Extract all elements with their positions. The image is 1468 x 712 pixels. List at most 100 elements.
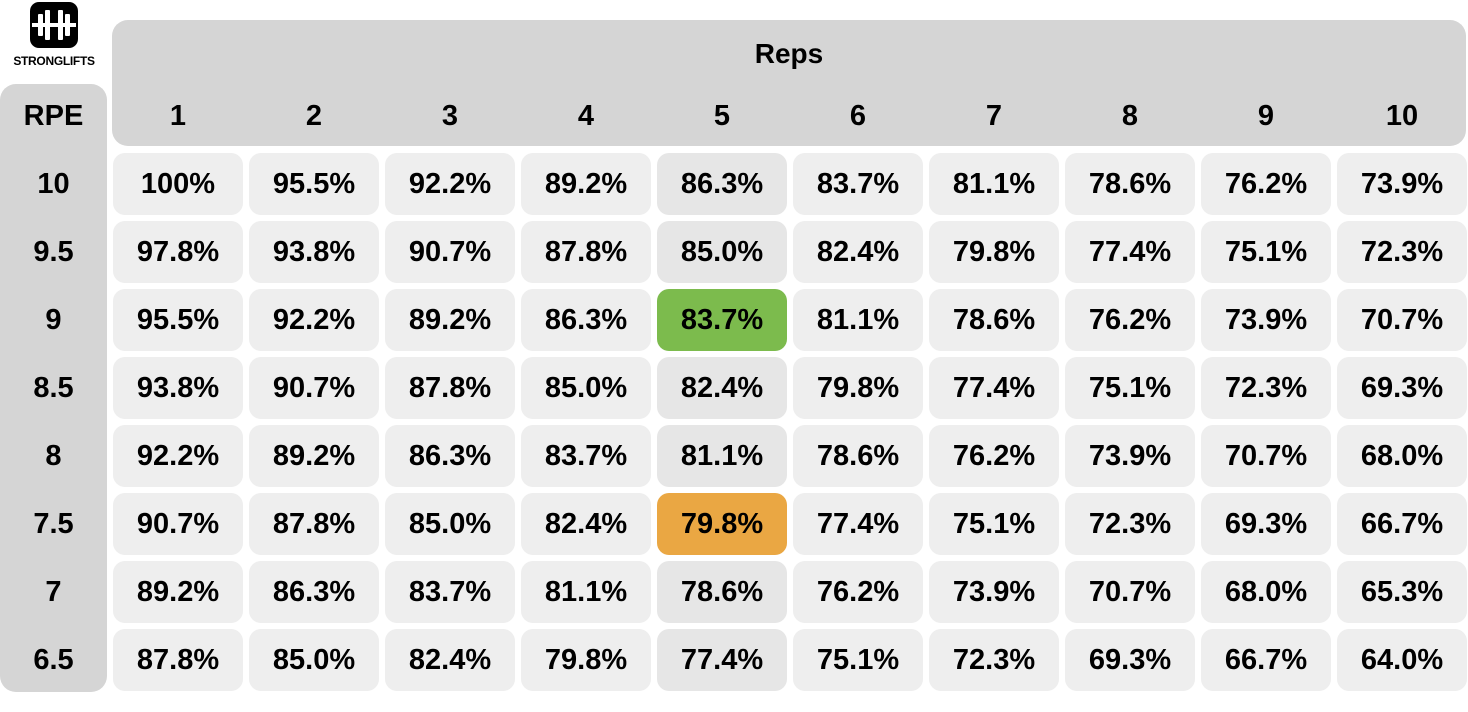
percent-cell-rpe-8.5-reps-3: 87.8% <box>385 357 515 419</box>
percent-cell-rpe-9.5-reps-10: 72.3% <box>1337 221 1467 283</box>
percent-cell-rpe-9-reps-6: 81.1% <box>793 289 923 351</box>
percent-cell-rpe-9-reps-1: 95.5% <box>113 289 243 351</box>
percent-cell-rpe-9-reps-7: 78.6% <box>929 289 1059 351</box>
rep-header-2: 2 <box>305 100 323 132</box>
percent-cell-rpe-8.5-reps-8: 75.1% <box>1065 357 1195 419</box>
percent-cell-rpe-7.5-reps-3: 85.0% <box>385 493 515 555</box>
percent-cell-rpe-10-reps-8: 78.6% <box>1065 153 1195 215</box>
percent-cell-rpe-9.5-reps-9: 75.1% <box>1201 221 1331 283</box>
percent-cell-rpe-10-reps-4: 89.2% <box>521 153 651 215</box>
percent-cell-rpe-8-reps-5: 81.1% <box>657 425 787 487</box>
percent-cell-rpe-6.5-reps-8: 69.3% <box>1065 629 1195 691</box>
percent-cell-rpe-8-reps-7: 76.2% <box>929 425 1059 487</box>
percent-cell-rpe-7.5-reps-6: 77.4% <box>793 493 923 555</box>
percent-cell-rpe-9.5-reps-5: 85.0% <box>657 221 787 283</box>
percent-cell-rpe-9.5-reps-6: 82.4% <box>793 221 923 283</box>
percent-cell-rpe-7-reps-1: 89.2% <box>113 561 243 623</box>
rep-header-5: 5 <box>713 100 731 132</box>
rpe-label-9: 9 <box>45 304 62 336</box>
percent-cell-rpe-6.5-reps-9: 66.7% <box>1201 629 1331 691</box>
percent-cell-rpe-8.5-reps-7: 77.4% <box>929 357 1059 419</box>
percent-cell-rpe-7-reps-8: 70.7% <box>1065 561 1195 623</box>
percent-cell-rpe-6.5-reps-7: 72.3% <box>929 629 1059 691</box>
percent-cell-rpe-8-reps-9: 70.7% <box>1201 425 1331 487</box>
percent-cell-rpe-10-reps-3: 92.2% <box>385 153 515 215</box>
percent-cell-rpe-8.5-reps-4: 85.0% <box>521 357 651 419</box>
percent-cell-rpe-9.5-reps-3: 90.7% <box>385 221 515 283</box>
percent-cell-rpe-9-reps-10: 70.7% <box>1337 289 1467 351</box>
percent-cell-rpe-10-reps-10: 73.9% <box>1337 153 1467 215</box>
rpe-column: RPE 10 9.5 9 8.5 8 7.5 7 6.5 <box>0 84 107 692</box>
rep-header-6: 6 <box>849 100 867 132</box>
percent-cell-rpe-8-reps-8: 73.9% <box>1065 425 1195 487</box>
rpe-title: RPE <box>23 100 84 132</box>
percent-cell-rpe-9-reps-2: 92.2% <box>249 289 379 351</box>
percent-cell-rpe-7-reps-2: 86.3% <box>249 561 379 623</box>
percent-cell-rpe-7.5-reps-10: 66.7% <box>1337 493 1467 555</box>
percent-cell-rpe-8-reps-1: 92.2% <box>113 425 243 487</box>
percent-cell-rpe-9.5-reps-7: 79.8% <box>929 221 1059 283</box>
percent-cell-rpe-9.5-reps-1: 97.8% <box>113 221 243 283</box>
percent-cell-rpe-7-reps-10: 65.3% <box>1337 561 1467 623</box>
percent-cell-rpe-7-reps-3: 83.7% <box>385 561 515 623</box>
percent-cell-rpe-8.5-reps-6: 79.8% <box>793 357 923 419</box>
percent-cell-rpe-7-reps-7: 73.9% <box>929 561 1059 623</box>
percent-cell-rpe-8-reps-10: 68.0% <box>1337 425 1467 487</box>
rep-header-8: 8 <box>1121 100 1139 132</box>
percent-cell-rpe-8.5-reps-2: 90.7% <box>249 357 379 419</box>
percent-cell-rpe-7.5-reps-5: 79.8% <box>657 493 787 555</box>
percent-cell-rpe-9-reps-5: 83.7% <box>657 289 787 351</box>
percent-cell-rpe-9.5-reps-2: 93.8% <box>249 221 379 283</box>
percent-cell-rpe-6.5-reps-6: 75.1% <box>793 629 923 691</box>
percent-cell-rpe-7.5-reps-7: 75.1% <box>929 493 1059 555</box>
rep-header-3: 3 <box>441 100 459 132</box>
percent-cell-rpe-7.5-reps-8: 72.3% <box>1065 493 1195 555</box>
rpe-label-7.5: 7.5 <box>33 508 74 540</box>
percent-cell-rpe-9-reps-4: 86.3% <box>521 289 651 351</box>
percent-cell-rpe-9.5-reps-4: 87.8% <box>521 221 651 283</box>
percent-cell-rpe-7.5-reps-4: 82.4% <box>521 493 651 555</box>
percent-cell-rpe-7.5-reps-2: 87.8% <box>249 493 379 555</box>
reps-header: Reps 1 2 3 4 5 6 7 8 9 10 <box>112 20 1466 146</box>
percent-cell-rpe-7.5-reps-9: 69.3% <box>1201 493 1331 555</box>
percent-cell-rpe-9.5-reps-8: 77.4% <box>1065 221 1195 283</box>
percent-cell-rpe-8.5-reps-10: 69.3% <box>1337 357 1467 419</box>
percent-cell-rpe-7.5-reps-1: 90.7% <box>113 493 243 555</box>
rep-header-10: 10 <box>1385 100 1419 132</box>
percent-cell-rpe-6.5-reps-5: 77.4% <box>657 629 787 691</box>
percent-cell-rpe-8.5-reps-5: 82.4% <box>657 357 787 419</box>
rep-header-1: 1 <box>169 100 187 132</box>
percent-cell-rpe-10-reps-9: 76.2% <box>1201 153 1331 215</box>
rep-header-7: 7 <box>985 100 1003 132</box>
rpe-label-10: 10 <box>37 168 70 200</box>
percent-cell-rpe-9-reps-8: 76.2% <box>1065 289 1195 351</box>
percent-cell-rpe-10-reps-5: 86.3% <box>657 153 787 215</box>
percent-cell-rpe-6.5-reps-3: 82.4% <box>385 629 515 691</box>
percent-cell-rpe-8-reps-4: 83.7% <box>521 425 651 487</box>
percent-cell-rpe-6.5-reps-4: 79.8% <box>521 629 651 691</box>
percent-cell-rpe-8-reps-3: 86.3% <box>385 425 515 487</box>
rpe-label-8: 8 <box>45 440 62 472</box>
percent-cell-rpe-9-reps-3: 89.2% <box>385 289 515 351</box>
percent-cell-rpe-7-reps-5: 78.6% <box>657 561 787 623</box>
brand-name: STRONGLIFTS <box>13 54 95 68</box>
rpe-label-8.5: 8.5 <box>33 372 74 404</box>
rpe-label-6.5: 6.5 <box>33 644 74 676</box>
percent-cell-rpe-9-reps-9: 73.9% <box>1201 289 1331 351</box>
percent-cell-rpe-8.5-reps-1: 93.8% <box>113 357 243 419</box>
percent-cell-rpe-8-reps-6: 78.6% <box>793 425 923 487</box>
percent-cell-rpe-10-reps-1: 100% <box>113 153 243 215</box>
percent-cell-rpe-6.5-reps-1: 87.8% <box>113 629 243 691</box>
percent-cell-rpe-6.5-reps-2: 85.0% <box>249 629 379 691</box>
percent-cell-rpe-6.5-reps-10: 64.0% <box>1337 629 1467 691</box>
percent-cell-rpe-7-reps-6: 76.2% <box>793 561 923 623</box>
percent-cell-rpe-10-reps-2: 95.5% <box>249 153 379 215</box>
percent-cell-rpe-8-reps-2: 89.2% <box>249 425 379 487</box>
stronglifts-logo: STRONGLIFTS <box>10 2 98 72</box>
percent-cell-rpe-7-reps-4: 81.1% <box>521 561 651 623</box>
reps-title: Reps <box>754 38 824 69</box>
rep-header-4: 4 <box>577 100 595 132</box>
percent-cell-rpe-7-reps-9: 68.0% <box>1201 561 1331 623</box>
percent-cell-rpe-10-reps-7: 81.1% <box>929 153 1059 215</box>
rpe-label-7: 7 <box>45 576 62 608</box>
